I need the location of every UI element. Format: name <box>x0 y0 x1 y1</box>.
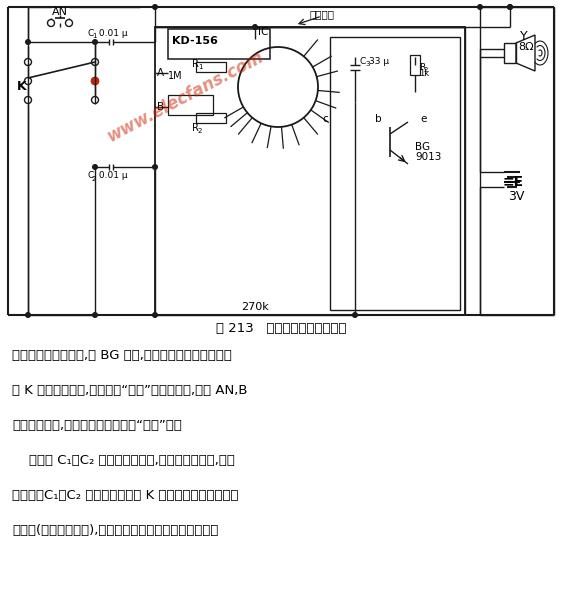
Bar <box>330 37 460 310</box>
Text: www.elecfans.com: www.elecfans.com <box>103 48 266 146</box>
Text: IC: IC <box>258 27 269 37</box>
Text: 1M: 1M <box>168 71 183 81</box>
Text: 线路中 C₁、C₂ 瓷片电容的作用,是为了滤掉干扰,避免: 线路中 C₁、C₂ 瓷片电容的作用,是为了滤掉干扰,避免 <box>12 454 235 467</box>
Circle shape <box>26 39 30 44</box>
Text: 误触发。C₁、C₂ 可直接焊在开关 K 上。印刷线路板上的少: 误触发。C₁、C₂ 可直接焊在开关 K 上。印刷线路板上的少 <box>12 489 238 502</box>
Circle shape <box>153 313 157 317</box>
Text: 1: 1 <box>198 64 202 70</box>
Bar <box>168 95 213 115</box>
Text: ≡E: ≡E <box>503 175 524 189</box>
Text: 输出内贮的鸟鸣信号,经 BG 放大,推动扬声器发出声响。如: 输出内贮的鸟鸣信号,经 BG 放大,推动扬声器发出声响。如 <box>12 349 232 362</box>
Circle shape <box>507 5 513 10</box>
Text: 3V: 3V <box>508 190 524 204</box>
Bar <box>504 43 516 63</box>
Circle shape <box>92 78 98 85</box>
Bar <box>155 27 465 315</box>
Text: R: R <box>192 59 199 69</box>
Bar <box>410 55 420 75</box>
Text: R: R <box>192 123 199 133</box>
Text: 3: 3 <box>365 61 369 67</box>
Circle shape <box>478 5 482 10</box>
Text: 2: 2 <box>198 128 202 134</box>
Circle shape <box>93 39 97 44</box>
Text: 许改动(图中的划开处),是为了提高音量、降低静态功耗。: 许改动(图中的划开处),是为了提高音量、降低静态功耗。 <box>12 524 219 537</box>
Circle shape <box>93 313 97 317</box>
Text: 端得到负脉冲,扬声器就发出清脆的“叮咚”声。: 端得到负脉冲,扬声器就发出清脆的“叮咚”声。 <box>12 419 182 432</box>
Text: 2: 2 <box>424 67 428 73</box>
Text: 33 μ: 33 μ <box>369 57 389 66</box>
Text: 图 213   集成电路音乐门铃电路: 图 213 集成电路音乐门铃电路 <box>216 322 346 336</box>
Circle shape <box>253 24 257 29</box>
Text: 1k: 1k <box>419 69 429 78</box>
Text: Y: Y <box>520 30 528 44</box>
Circle shape <box>93 165 97 170</box>
Text: 将 K 拨向另一位置,线路即为“叮咚”门铃。此时,按下 AN,B: 将 K 拨向另一位置,线路即为“叮咚”门铃。此时,按下 AN,B <box>12 384 247 397</box>
Circle shape <box>353 313 357 317</box>
Text: BG: BG <box>415 142 430 152</box>
Bar <box>196 62 226 72</box>
Text: 8Ω: 8Ω <box>518 42 534 52</box>
Text: A: A <box>157 68 164 78</box>
Circle shape <box>153 5 157 10</box>
Text: R: R <box>419 63 425 72</box>
Text: 0.01 μ: 0.01 μ <box>96 29 128 38</box>
Text: C: C <box>360 57 366 66</box>
Text: C: C <box>87 171 93 180</box>
Text: 270k: 270k <box>241 302 269 312</box>
Text: 2: 2 <box>92 176 96 182</box>
Text: 1: 1 <box>92 33 97 39</box>
Text: 此处划开: 此处划开 <box>310 9 335 19</box>
Text: C: C <box>87 29 93 38</box>
Text: b: b <box>375 114 382 124</box>
Bar <box>168 29 270 59</box>
Text: 0.01 μ: 0.01 μ <box>96 171 128 180</box>
Circle shape <box>507 5 513 10</box>
Text: 9013: 9013 <box>415 152 441 162</box>
Text: e: e <box>420 114 427 124</box>
Text: AN: AN <box>52 7 68 17</box>
Circle shape <box>153 165 157 170</box>
Text: B: B <box>157 102 164 112</box>
Text: KD-156: KD-156 <box>172 36 218 46</box>
Bar <box>196 113 226 123</box>
Text: c: c <box>322 114 328 124</box>
Text: K: K <box>17 81 26 94</box>
Circle shape <box>26 313 30 317</box>
